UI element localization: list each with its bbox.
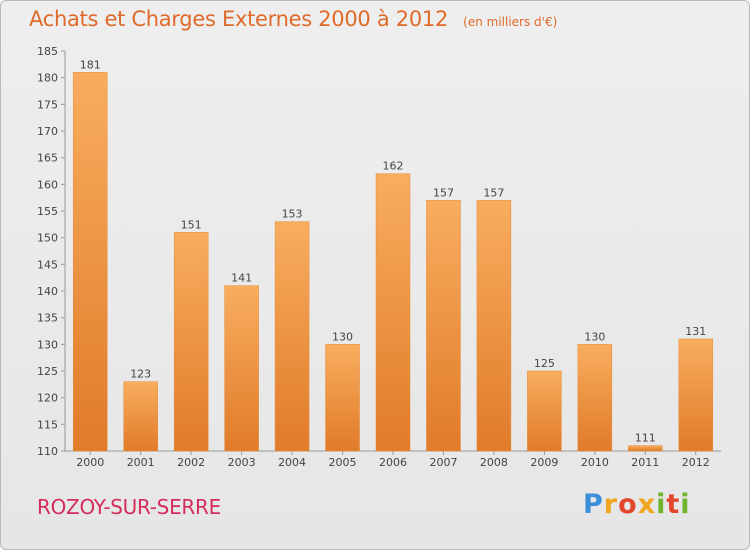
city-name: ROZOY-SUR-SERRE	[37, 495, 221, 519]
y-tick-label: 185	[37, 45, 58, 58]
data-label: 181	[80, 58, 101, 71]
bar	[577, 344, 613, 452]
labels: 181 2000 123 2001 151 2002 141 2003 153 2004 130 20…	[76, 58, 710, 469]
bar	[72, 72, 108, 452]
data-label: 151	[181, 218, 202, 231]
y-tick-label: 160	[37, 178, 58, 191]
y-tick-label: 170	[37, 125, 58, 138]
chart-unit: (en milliers d'€)	[463, 15, 558, 29]
y-tick-label: 150	[37, 232, 58, 245]
x-tick-label: 2003	[228, 456, 256, 469]
bar	[426, 200, 461, 452]
bars	[72, 72, 714, 452]
bar	[375, 173, 411, 452]
x-tick-label: 2012	[682, 456, 710, 469]
data-label: 141	[231, 272, 252, 285]
x-tick-label: 2011	[631, 456, 659, 469]
bar	[274, 221, 310, 452]
y-tick-label: 140	[37, 285, 58, 298]
title-row: Achats et Charges Externes 2000 à 2012 (…	[29, 7, 557, 31]
bar	[678, 338, 714, 452]
x-tick-label: 2000	[76, 456, 104, 469]
chart-title: Achats et Charges Externes 2000 à 2012	[29, 7, 449, 31]
x-tick-label: 2010	[581, 456, 609, 469]
x-tick-label: 2008	[480, 456, 508, 469]
proxiti-logo: Proxiti	[583, 489, 691, 520]
data-label: 130	[332, 330, 353, 343]
bar	[527, 370, 562, 452]
axes: 110 115 120 125 130 135 140 145 150 155 160 165 170 1…	[37, 45, 721, 458]
data-label: 130	[584, 330, 605, 343]
x-tick-label: 2002	[177, 456, 205, 469]
data-label: 157	[433, 186, 454, 199]
y-tick-label: 125	[37, 365, 58, 378]
y-tick-label: 135	[37, 312, 58, 325]
bar	[224, 285, 259, 452]
x-tick-label: 2005	[329, 456, 357, 469]
y-tick-label: 155	[37, 205, 58, 218]
x-tick-label: 2006	[379, 456, 407, 469]
data-label: 131	[685, 325, 706, 338]
x-tick-label: 2009	[530, 456, 558, 469]
bar	[123, 381, 158, 452]
y-tick-label: 110	[37, 445, 58, 458]
data-label: 153	[282, 208, 303, 221]
x-tick-label: 2004	[278, 456, 306, 469]
bar	[173, 232, 209, 452]
y-tick-label: 145	[37, 258, 58, 271]
x-tick-label: 2001	[127, 456, 155, 469]
bar	[476, 200, 512, 452]
y-tick-label: 165	[37, 152, 58, 165]
y-tick-label: 130	[37, 338, 58, 351]
data-label: 125	[534, 357, 555, 370]
bar	[628, 445, 663, 452]
y-tick-label: 120	[37, 392, 58, 405]
bar	[325, 344, 360, 452]
data-label: 162	[383, 160, 404, 173]
y-tick-label: 175	[37, 98, 58, 111]
data-label: 123	[130, 368, 151, 381]
data-label: 157	[483, 186, 504, 199]
y-tick-label: 180	[37, 72, 58, 85]
y-tick-label: 115	[37, 418, 58, 431]
data-label: 111	[635, 432, 656, 445]
x-tick-label: 2007	[429, 456, 457, 469]
